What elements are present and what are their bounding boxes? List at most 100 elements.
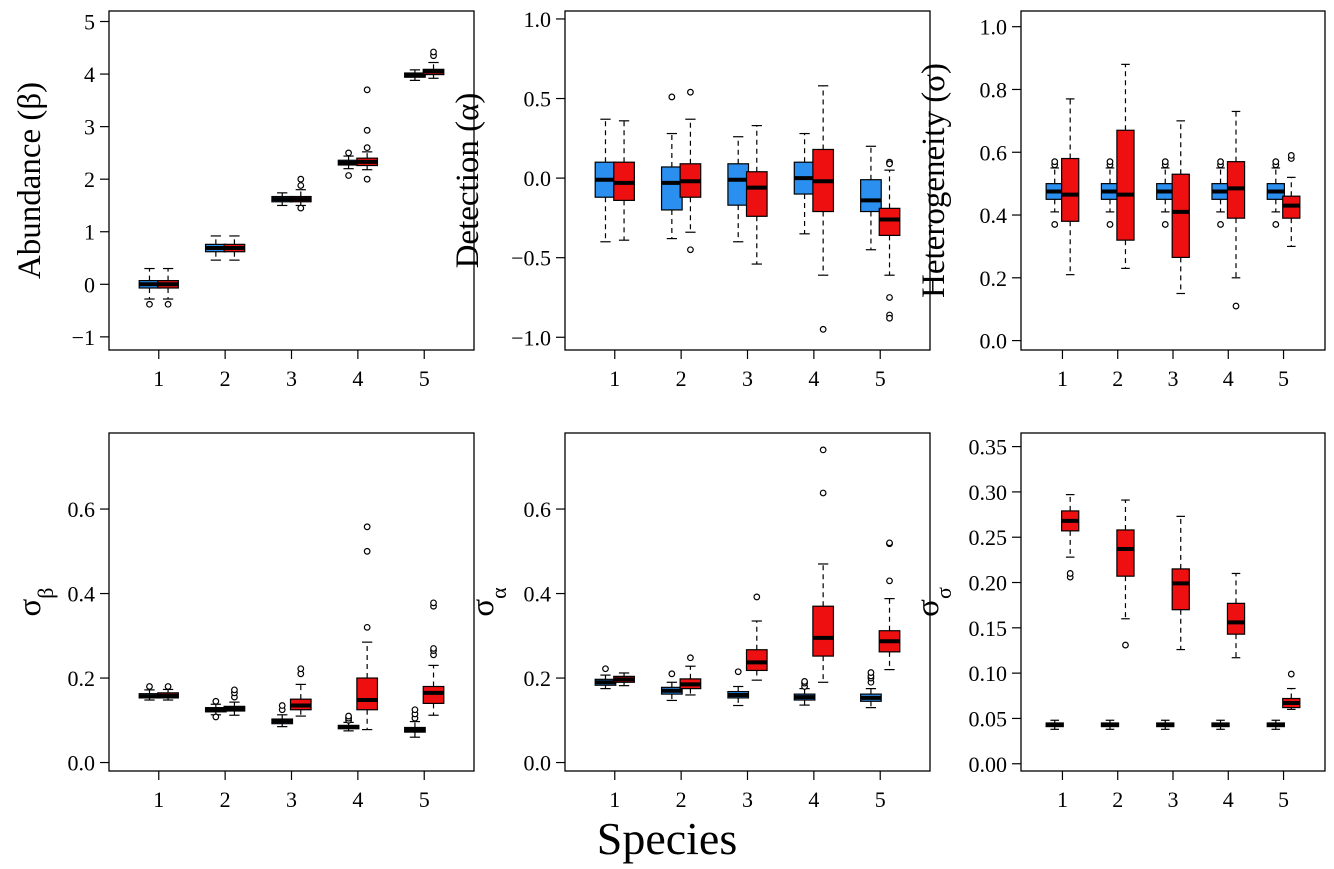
box-species-5-blue [404, 706, 426, 738]
chart-panel-5: 0.0 0.2 0.4 0.6 1 2 3 4 5 σα [465, 432, 931, 812]
box-species-1-blue [138, 267, 161, 308]
box-species-4-blue [793, 678, 816, 706]
box-iqr [356, 677, 379, 711]
outlier-point [411, 706, 419, 714]
box-species-3-red [289, 665, 312, 717]
x-tick-label: 5 [1278, 366, 1289, 391]
y-tick-label: 1.0 [980, 15, 1008, 40]
box-iqr [660, 166, 683, 211]
y-axis-title-subscript: β [33, 588, 58, 599]
outlier-point [687, 246, 694, 254]
outlier-point [819, 489, 827, 497]
box-iqr [1061, 157, 1080, 222]
y-axis-title: σσ [910, 587, 956, 617]
outlier-point [687, 88, 694, 96]
outlier-point [886, 314, 893, 322]
outlier-point [1217, 221, 1224, 228]
y-tick-label: 0.15 [969, 616, 1008, 641]
box-species-1-red [157, 267, 179, 308]
outlier-point [668, 670, 676, 678]
y-tick-label: 0.6 [524, 497, 552, 522]
y-tick-label: 1 [84, 220, 95, 245]
x-tick-label: 1 [609, 787, 620, 812]
y-tick-label: 0.35 [969, 435, 1008, 460]
x-tick-label: 1 [1057, 366, 1068, 391]
box-species-4-red [1226, 572, 1246, 659]
x-tick-label: 4 [808, 366, 819, 391]
box-species-2-blue [1100, 158, 1120, 228]
x-tick-label: 1 [609, 366, 620, 391]
x-tick-label: 2 [676, 787, 687, 812]
y-tick-label: 3 [84, 115, 95, 140]
outlier-point [430, 599, 437, 607]
outlier-point [1051, 221, 1059, 228]
y-tick-label: 0.5 [524, 87, 552, 112]
box-species-4-blue [337, 712, 360, 732]
outlier-point [1106, 158, 1114, 166]
box-species-3-blue [271, 702, 294, 728]
outlier-point [867, 669, 875, 676]
outlier-point [297, 665, 305, 673]
box-species-2-red [679, 88, 702, 254]
outlier-point [363, 523, 371, 531]
y-tick-label: 0.4 [68, 582, 96, 607]
box-species-5-blue [1266, 719, 1285, 730]
box-species-1-blue [1045, 719, 1064, 730]
y-tick-label: 0.2 [68, 666, 96, 691]
y-tick-label: 2 [84, 167, 95, 192]
box-iqr [745, 171, 768, 217]
box-species-2-blue [660, 93, 683, 240]
outlier-point [1051, 158, 1059, 166]
box-species-1-blue [1045, 158, 1064, 228]
box-species-3-red [745, 593, 768, 681]
y-tick-label: −1 [72, 325, 95, 350]
box-iqr [1116, 529, 1135, 577]
box-species-1-blue [138, 683, 161, 701]
y-axis-title: σβ [12, 588, 58, 617]
outlier-point [345, 149, 352, 157]
box-iqr [422, 685, 445, 704]
x-tick-label: 5 [419, 366, 430, 391]
outlier-point [363, 86, 371, 94]
box-species-5-blue [1266, 158, 1285, 228]
outlier-point [886, 577, 893, 585]
y-tick-label: 0.6 [980, 140, 1008, 165]
box-iqr [812, 605, 835, 657]
box-species-5-red [1282, 670, 1301, 710]
outlier-point [297, 204, 305, 212]
chart-panel-2: −1.0 −0.5 0.0 0.5 1.0 1 2 3 4 5 Detection (α) [450, 7, 931, 391]
box-species-2-blue [660, 670, 683, 702]
box-species-5-red [1282, 151, 1301, 248]
box-iqr [1171, 568, 1190, 611]
box-iqr [745, 649, 768, 672]
box-species-5-red [878, 539, 901, 671]
y-tick-label: 0.4 [980, 203, 1008, 228]
x-tick-label: 4 [352, 366, 363, 391]
outlier-point [886, 294, 893, 301]
x-tick-label: 3 [742, 366, 753, 391]
outlier-point [363, 547, 371, 555]
y-axis-title: Heterogeneity (σ) [916, 63, 952, 298]
outlier-point [297, 182, 305, 189]
x-tick-label: 3 [742, 787, 753, 812]
x-tick-label: 5 [419, 787, 430, 812]
box-iqr [860, 179, 882, 213]
x-tick-label: 4 [1223, 366, 1234, 391]
box-iqr [1171, 173, 1190, 259]
chart-panel-1: −1 0 1 2 3 4 5 1 2 3 4 5 Abundance (β) [12, 10, 475, 391]
box-species-3-red [289, 175, 312, 212]
outlier-point [363, 144, 371, 152]
box-species-3-blue [727, 668, 750, 707]
y-tick-label: 0.4 [524, 582, 552, 607]
box-species-4-red [356, 86, 379, 183]
outlier-point [819, 446, 827, 454]
x-tick-label: 1 [1057, 787, 1068, 812]
box-iqr [1116, 129, 1135, 241]
y-axis-title: σα [465, 587, 511, 617]
outlier-point [212, 713, 220, 721]
box-species-4-blue [793, 132, 816, 235]
box-species-1-blue [594, 118, 617, 243]
y-tick-label: 0.30 [969, 480, 1008, 505]
y-tick-label: 0.0 [524, 166, 552, 191]
